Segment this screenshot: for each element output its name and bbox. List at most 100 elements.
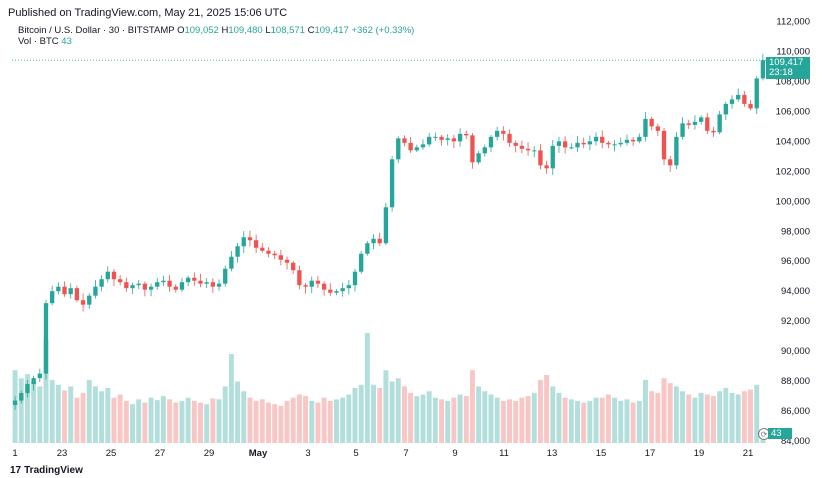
- candle-body: [742, 94, 747, 104]
- candle-body: [470, 135, 475, 163]
- volume-bar: [420, 394, 426, 443]
- volume-bar: [309, 400, 315, 443]
- candle-body: [198, 280, 203, 284]
- open-value: 109,052: [184, 25, 219, 36]
- tradingview-logo-mark: 17: [10, 465, 22, 476]
- volume-bar: [556, 392, 562, 443]
- volume-bar: [130, 404, 135, 443]
- volume-bar: [173, 402, 179, 443]
- candle-body: [562, 141, 568, 148]
- volume-bar: [210, 398, 216, 443]
- candle-body: [352, 271, 358, 286]
- volume-bar: [531, 392, 537, 443]
- candle-body: [19, 393, 24, 401]
- y-tick-label: 98,000: [781, 226, 810, 237]
- volume-bar: [55, 384, 61, 443]
- volume-bar: [667, 383, 673, 443]
- volume-bar: [333, 399, 339, 443]
- volume-bar: [278, 405, 284, 443]
- candle-body: [155, 282, 160, 287]
- volume-bar: [605, 394, 611, 443]
- candle-body: [606, 142, 611, 145]
- x-tick-label: 19: [694, 448, 705, 459]
- volume-bar: [581, 402, 587, 443]
- x-tick-label: 15: [596, 448, 607, 459]
- volume-bar: [154, 400, 160, 443]
- change-value: +362 (+0.33%): [351, 25, 415, 36]
- volume-bar: [636, 400, 642, 443]
- y-tick-label: 84,000: [781, 436, 810, 447]
- candle-body: [723, 103, 728, 115]
- candle-body: [544, 165, 549, 169]
- volume-bar: [451, 397, 457, 443]
- y-tick-label: 88,000: [781, 376, 810, 387]
- candle-body: [340, 288, 345, 292]
- candle-body: [488, 136, 494, 148]
- candle-body: [729, 99, 735, 104]
- volume-bar: [49, 379, 55, 443]
- candle-body: [383, 207, 389, 244]
- volume-bar: [364, 333, 370, 443]
- price-axis[interactable]: 84,000 86,000 88,000 90,000 92,000 94,000 96,0…: [776, 16, 810, 447]
- candle-body: [377, 238, 382, 244]
- candle-body: [359, 253, 364, 272]
- y-tick-label: 106,000: [776, 106, 810, 117]
- candle-body: [519, 145, 525, 149]
- candle-body: [637, 136, 642, 142]
- volume-bar: [568, 399, 574, 443]
- y-tick-label: 112,000: [776, 16, 810, 27]
- volume-bar: [661, 378, 667, 443]
- candle-body: [43, 303, 49, 374]
- candle-body: [668, 159, 673, 166]
- candle-body: [612, 144, 617, 146]
- candle-body: [371, 238, 376, 244]
- volume-bar: [630, 402, 636, 443]
- candle-body: [315, 280, 321, 284]
- candle-body: [50, 291, 55, 304]
- y-tick-label: 90,000: [781, 346, 810, 357]
- candle-body: [74, 288, 80, 301]
- volume-bar: [315, 402, 321, 443]
- volume-bar: [500, 400, 506, 443]
- candle-body: [148, 286, 154, 290]
- x-tick-label: 25: [106, 448, 117, 459]
- last-volume-tag: 43: [768, 428, 792, 439]
- volume-bar: [717, 391, 723, 443]
- y-tick-label: 96,000: [781, 256, 810, 267]
- volume-bar: [321, 397, 327, 443]
- candle-body: [600, 136, 605, 143]
- volume-bar: [136, 399, 142, 443]
- candle-body: [575, 142, 580, 148]
- volume-bar: [525, 396, 531, 443]
- volume-bar: [296, 394, 302, 443]
- candle-body: [284, 259, 290, 263]
- volume-bar: [216, 399, 222, 443]
- volume-bar: [117, 394, 123, 443]
- x-tick-label: 3: [305, 448, 310, 459]
- candle-body: [494, 130, 500, 137]
- volume-bar: [544, 375, 550, 443]
- candle-body: [124, 282, 129, 289]
- candle-body: [328, 289, 333, 293]
- tradingview-logo[interactable]: 17 TradingView: [10, 465, 83, 476]
- volume-bar: [284, 400, 290, 443]
- volume-bar: [272, 404, 278, 443]
- volume-bar: [179, 400, 185, 443]
- symbol-name: Bitcoin / U.S. Dollar · 30 · BITSTAMP: [18, 25, 175, 36]
- candle-body: [698, 117, 704, 122]
- candle-body: [593, 136, 599, 142]
- volume-bar: [593, 397, 599, 443]
- volume-bar: [432, 397, 438, 443]
- y-tick-label: 94,000: [781, 286, 810, 297]
- volume-label: Vol · BTC: [18, 36, 59, 47]
- time-axis[interactable]: 1 23 25 27 29 May 3 5 7 9 11 13 15 17 19 21: [12, 448, 753, 459]
- candle-body: [192, 277, 197, 281]
- candle-body: [748, 103, 753, 109]
- last-price-tag: 109,417 23:18: [766, 57, 810, 79]
- volume-bar: [710, 396, 716, 443]
- volume-bar: [62, 390, 68, 443]
- candle-body: [266, 250, 271, 254]
- candle-body: [649, 118, 654, 127]
- volume-bar: [352, 388, 358, 443]
